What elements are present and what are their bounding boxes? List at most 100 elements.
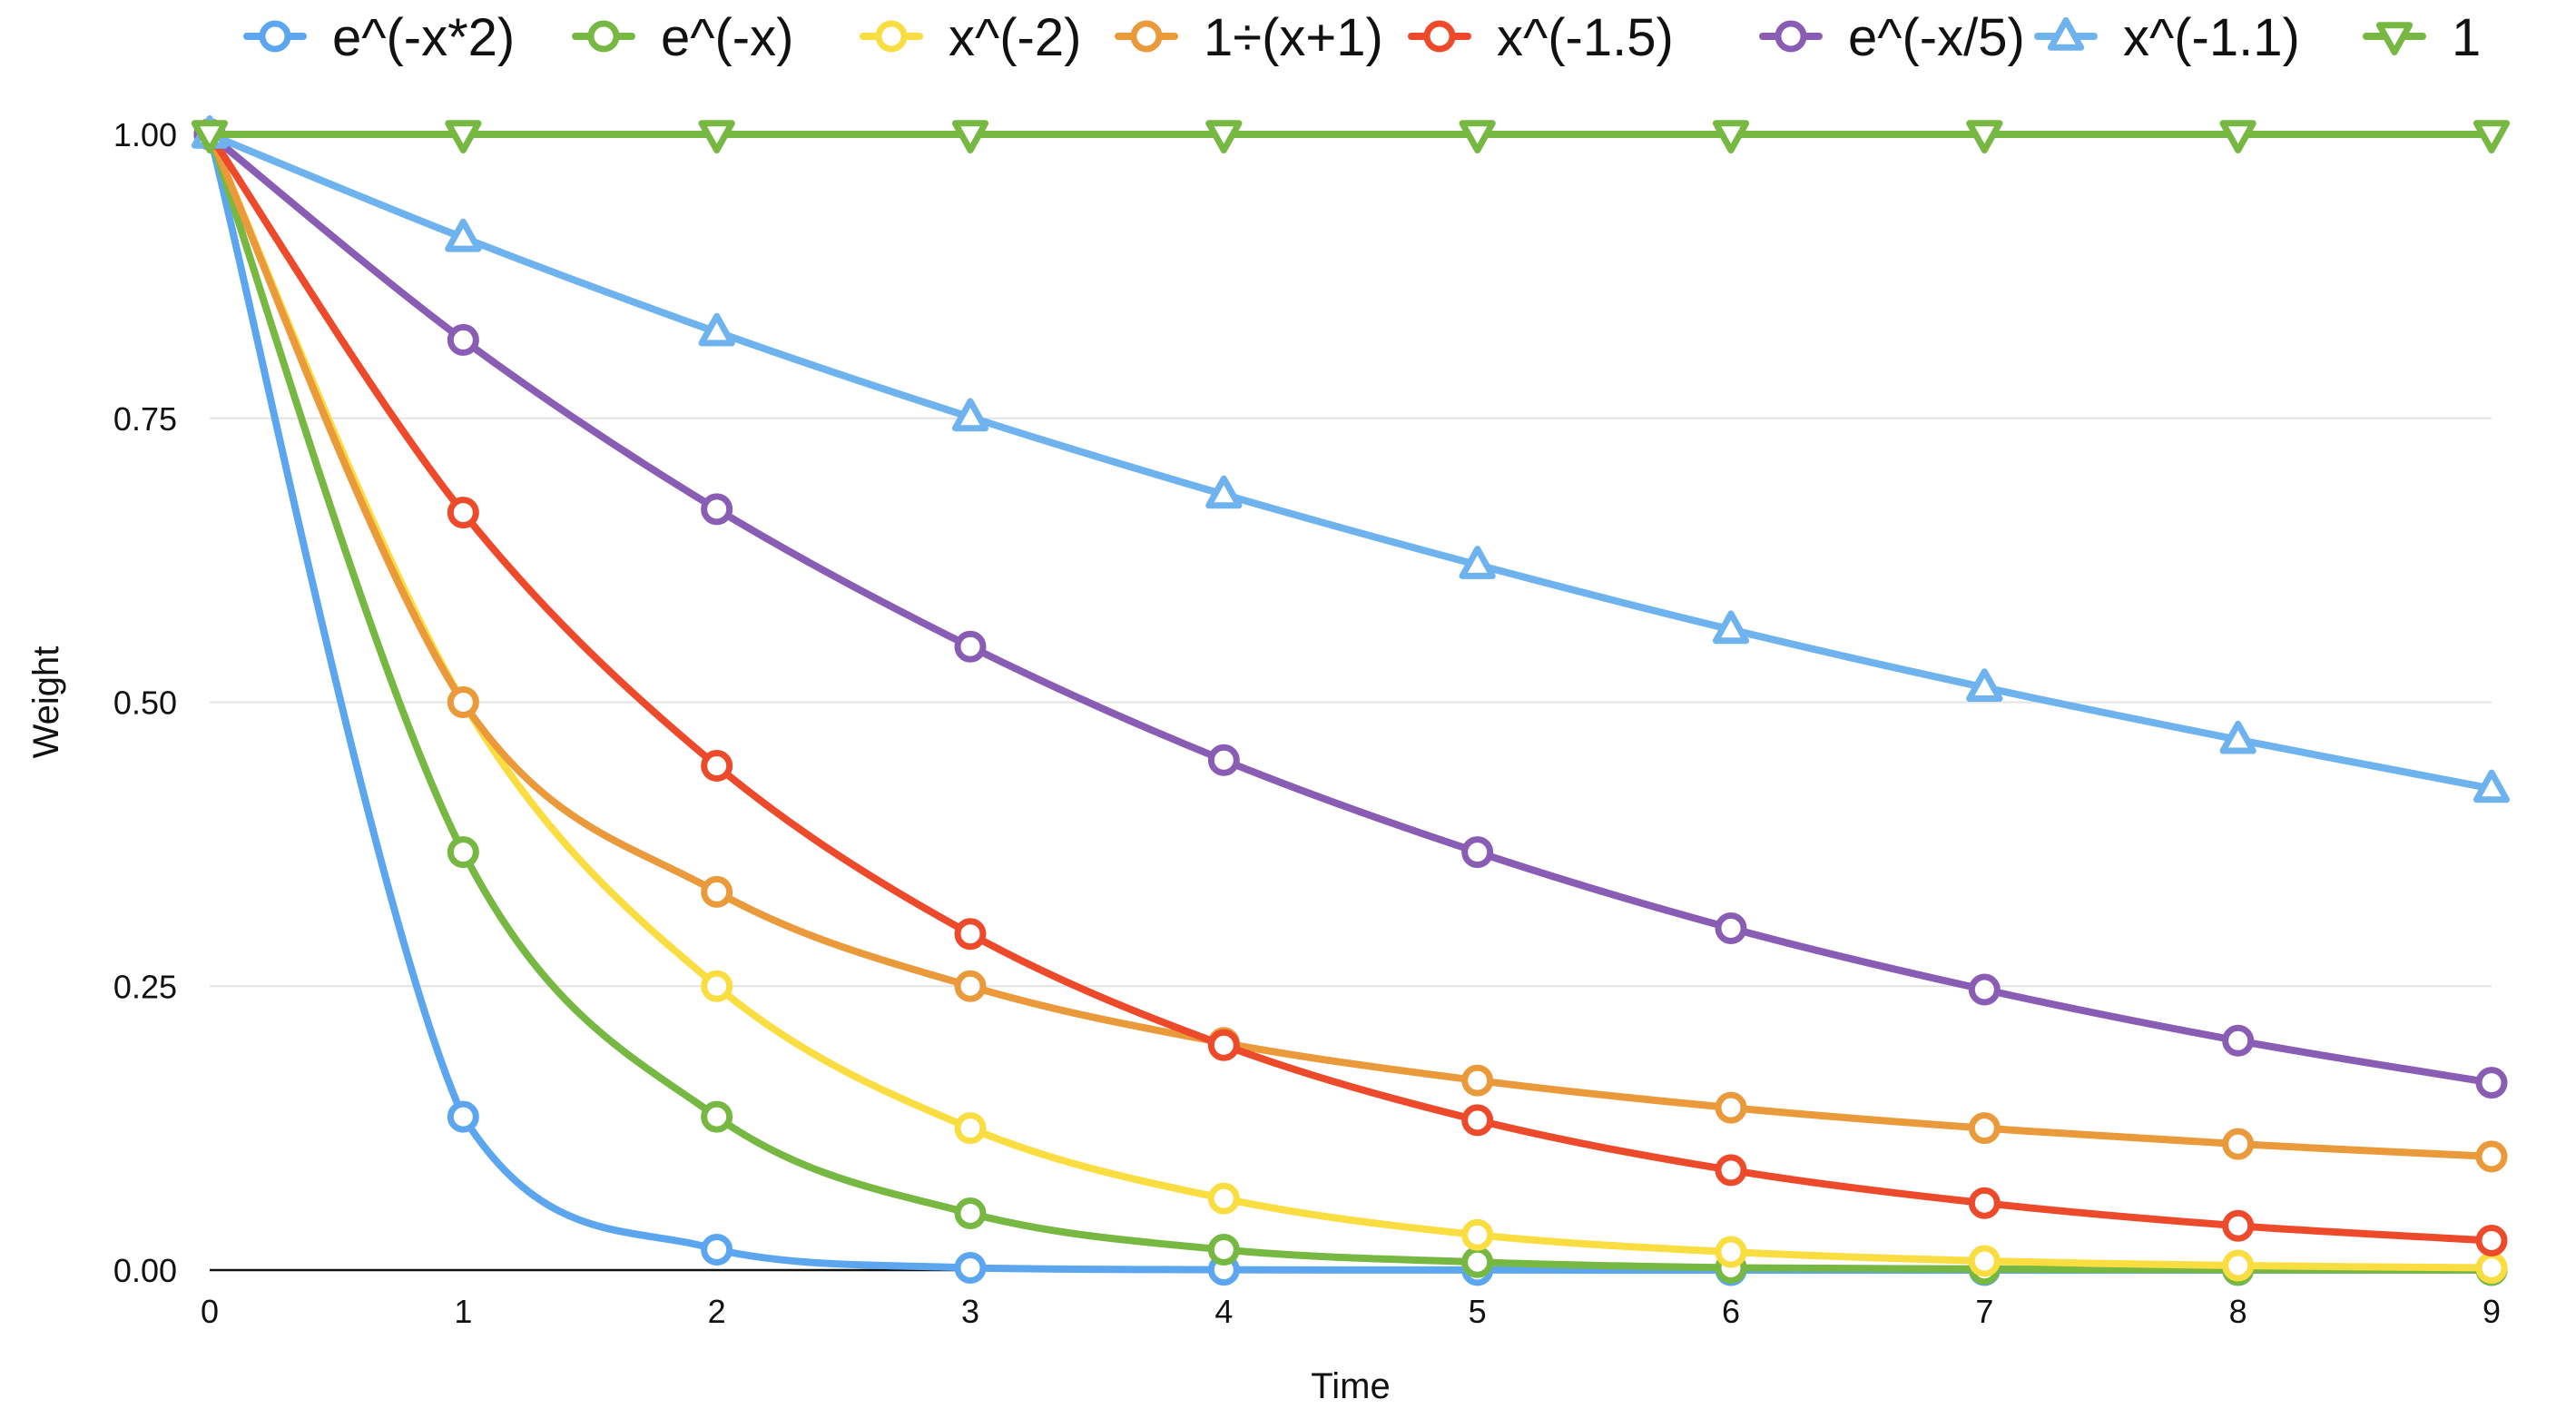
data-point — [701, 875, 733, 908]
series-7 — [191, 120, 2511, 153]
data-point — [1461, 1246, 1494, 1278]
series-line — [206, 131, 2495, 1160]
x-tick-label: 3 — [961, 1293, 979, 1330]
legend-label: e^(-x*2) — [332, 8, 515, 67]
legend-marker — [259, 20, 291, 53]
x-tick-label: 9 — [2483, 1293, 2501, 1330]
series-line — [206, 131, 2495, 1245]
legend-marker — [1423, 20, 1456, 53]
data-point — [1207, 1182, 1240, 1215]
data-point — [447, 497, 479, 529]
x-tick-label: 5 — [1469, 1293, 1487, 1330]
data-point — [954, 1112, 987, 1145]
legend-item: e^(-x/5) — [1759, 8, 2025, 67]
data-point — [951, 398, 989, 432]
data-point — [2222, 1024, 2255, 1057]
data-point — [698, 120, 735, 153]
legend-item: 1 — [2363, 8, 2481, 67]
x-tick-label: 0 — [201, 1293, 219, 1330]
data-point — [447, 1100, 479, 1133]
data-point — [954, 1197, 987, 1229]
legend-item: x^(-1.1) — [2034, 8, 2300, 67]
data-point — [701, 1100, 733, 1133]
x-tick-label: 2 — [708, 1293, 726, 1330]
series-line — [206, 131, 2495, 1272]
series-6 — [191, 115, 2511, 803]
y-tick-label: 0.75 — [113, 400, 177, 438]
data-point — [445, 120, 482, 153]
data-point — [1712, 120, 1750, 153]
x-tick-label: 7 — [1975, 1293, 1993, 1330]
data-point — [698, 312, 735, 347]
legend-marker — [1775, 20, 1807, 53]
data-point — [1461, 1104, 1494, 1137]
data-point — [701, 970, 733, 1002]
data-point — [191, 120, 229, 153]
legend-marker — [875, 20, 908, 53]
legend-item: e^(-x) — [572, 8, 793, 67]
data-point — [2222, 1128, 2255, 1160]
data-point — [2475, 1224, 2508, 1256]
data-point — [1459, 546, 1496, 579]
data-point — [2219, 720, 2256, 754]
data-point — [1966, 120, 2003, 153]
data-point — [1205, 120, 1243, 153]
data-point — [2219, 120, 2256, 153]
legend-label: 1÷(x+1) — [1204, 8, 1383, 67]
legend-label: e^(-x/5) — [1848, 8, 2025, 67]
series-4 — [193, 118, 2508, 1256]
data-point — [701, 750, 733, 783]
data-point — [1207, 1233, 1240, 1266]
legend-item: x^(-1.5) — [1408, 8, 1674, 67]
x-tick-label: 4 — [1214, 1293, 1233, 1330]
legend-item: 1÷(x+1) — [1115, 8, 1383, 67]
data-point — [445, 218, 482, 252]
legend-marker — [2375, 22, 2414, 55]
data-point — [1968, 1112, 2001, 1145]
data-point — [2473, 120, 2511, 153]
legend-marker — [2047, 17, 2085, 51]
y-tick-label: 1.00 — [113, 116, 177, 153]
data-point — [1968, 1187, 2001, 1219]
legend-label: 1 — [2452, 8, 2481, 67]
data-point — [1207, 744, 1240, 776]
data-point — [954, 918, 987, 951]
data-point — [1968, 1245, 2001, 1277]
data-point — [447, 836, 479, 869]
data-point — [2475, 1067, 2508, 1099]
series-line — [206, 131, 2495, 1087]
y-tick-label: 0.00 — [113, 1252, 177, 1289]
y-tick-label: 0.25 — [113, 968, 177, 1005]
data-point — [1712, 610, 1750, 645]
legend-label: e^(-x) — [661, 8, 793, 67]
data-point — [2222, 1249, 2255, 1282]
x-axis-title: Time — [1311, 1366, 1390, 1406]
data-point — [1968, 973, 2001, 1006]
data-point — [954, 970, 987, 1002]
data-point — [954, 630, 987, 663]
data-point — [2222, 1209, 2255, 1242]
data-point — [1715, 911, 1747, 944]
grid — [210, 133, 2492, 1272]
x-tick-label: 8 — [2229, 1293, 2247, 1330]
data-point — [1461, 1064, 1494, 1097]
x-tick-label: 6 — [1722, 1293, 1740, 1330]
x-tick-label: 1 — [454, 1293, 472, 1330]
data-point — [2473, 769, 2511, 803]
series-2 — [193, 118, 2508, 1284]
data-point — [1207, 1029, 1240, 1061]
legend-marker — [1130, 20, 1163, 53]
data-point — [447, 686, 479, 718]
legend: e^(-x*2) e^(-x) x^(-2) 1÷(x+1) x^(-1.5) e^(-x… — [243, 8, 2481, 67]
data-point — [701, 1233, 733, 1266]
y-axis: 0.00 0.25 0.50 0.75 1.00 — [113, 116, 177, 1289]
data-point — [447, 323, 479, 356]
y-tick-label: 0.50 — [113, 685, 177, 722]
legend-item: e^(-x*2) — [243, 8, 515, 67]
legend-item: x^(-2) — [860, 8, 1081, 67]
series-3 — [193, 118, 2508, 1173]
data-point — [1715, 1154, 1747, 1187]
series-line — [206, 131, 2495, 793]
legend-label: x^(-1.5) — [1497, 8, 1674, 67]
